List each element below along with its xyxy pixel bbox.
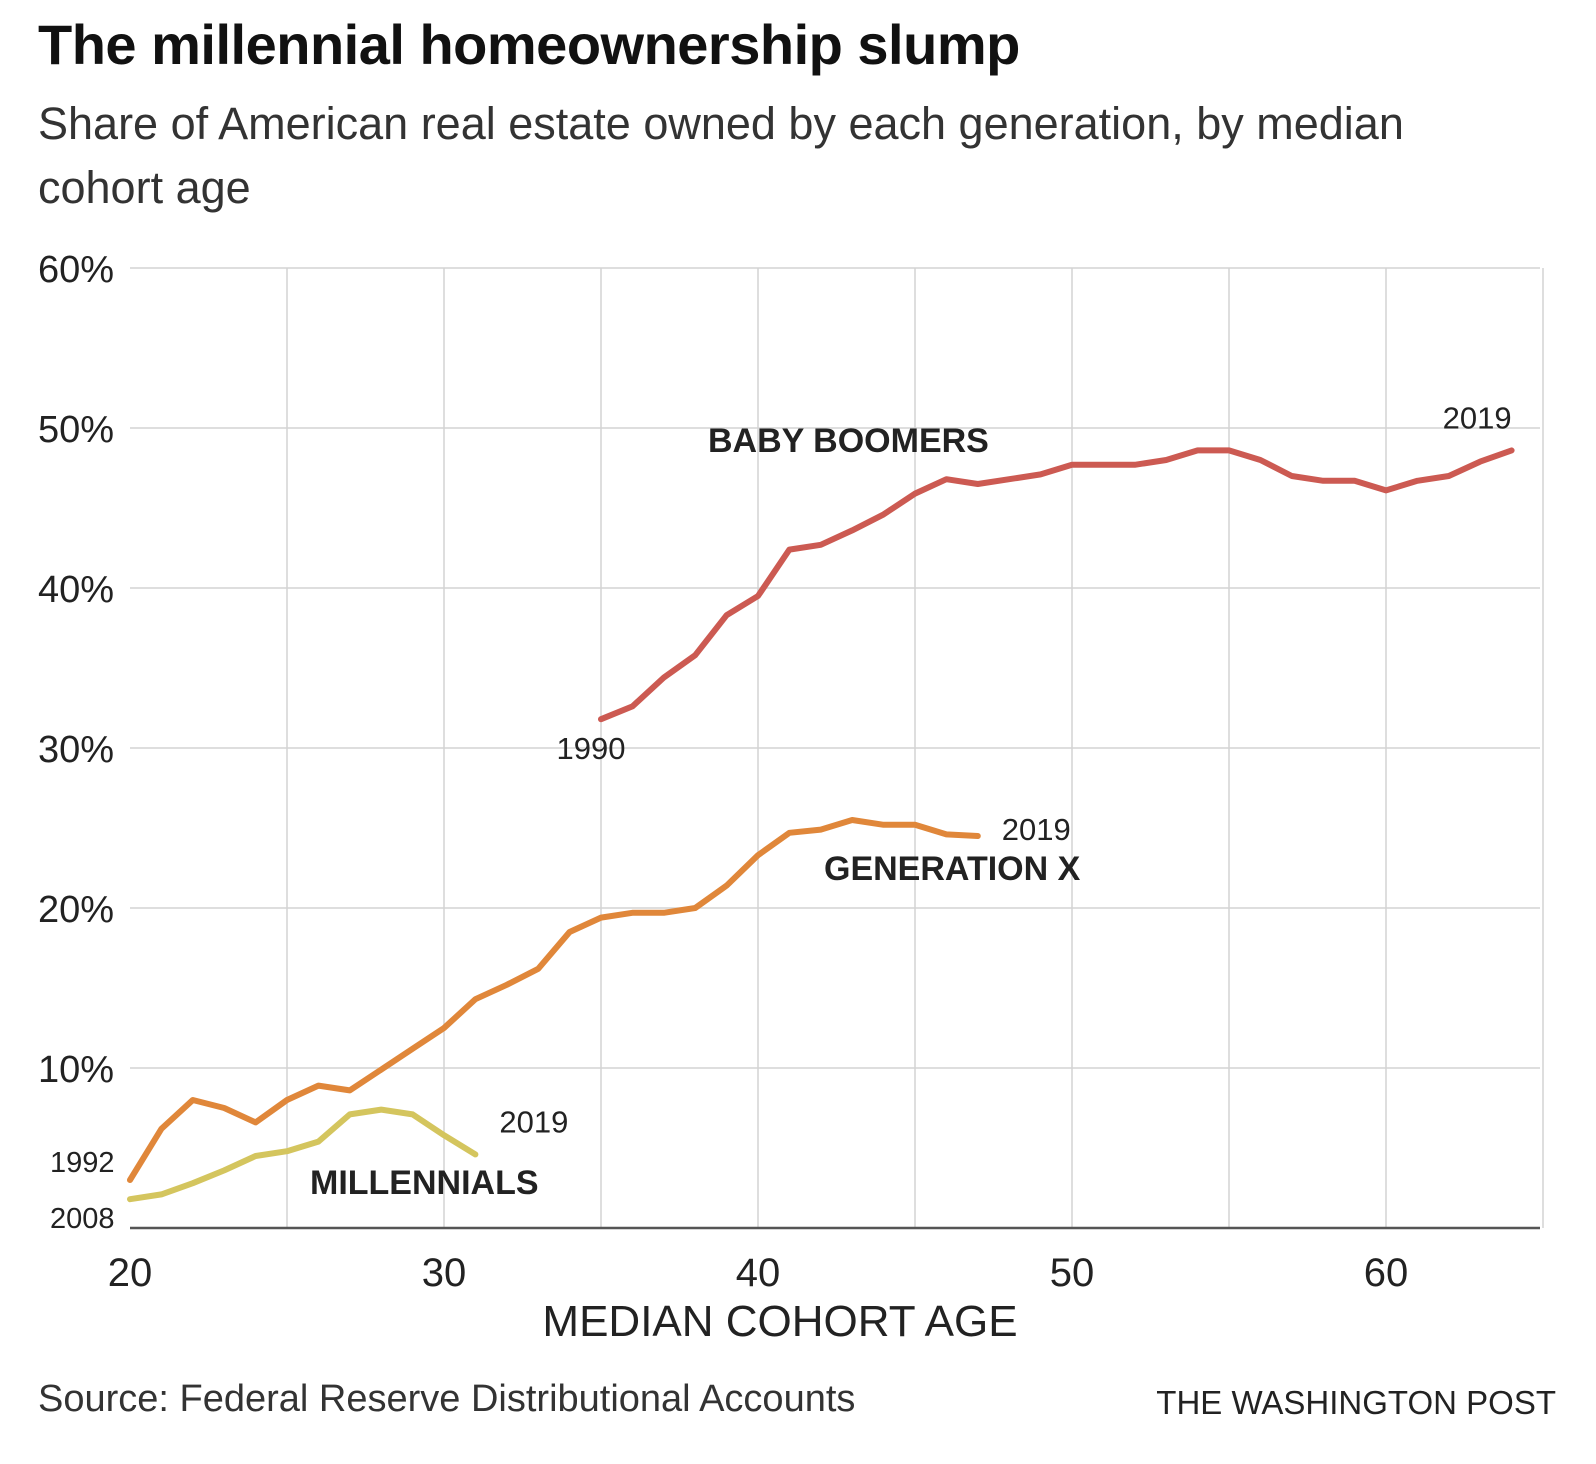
series-start-year-generation-x: 1992 xyxy=(50,1147,115,1179)
x-tick-label: 20 xyxy=(108,1251,153,1295)
x-tick-label: 50 xyxy=(1050,1251,1095,1295)
x-tick-label: 60 xyxy=(1364,1251,1409,1295)
series-end-year-generation-x: 2019 xyxy=(1002,812,1071,847)
series-end-year-millennials: 2019 xyxy=(499,1104,568,1139)
y-tick-label: 50% xyxy=(38,409,114,451)
publisher-credit: THE WASHINGTON POST xyxy=(1156,1384,1556,1421)
chart-series xyxy=(127,447,1515,1203)
chart-subtitle: Share of American real estate owned by e… xyxy=(38,98,1404,213)
source-note: Source: Federal Reserve Distributional A… xyxy=(38,1378,856,1420)
x-axis-title: MEDIAN COHORT AGE xyxy=(542,1297,1017,1346)
series-label-generation-x: GENERATION X xyxy=(824,850,1081,888)
series-label-millennials: MILLENNIALS xyxy=(310,1164,539,1202)
y-tick-label: 40% xyxy=(38,569,114,611)
y-tick-label: 10% xyxy=(38,1049,114,1091)
series-line-baby-boomers xyxy=(598,447,1515,723)
series-end-year-baby-boomers: 2019 xyxy=(1443,400,1512,435)
series-label-baby-boomers: BABY BOOMERS xyxy=(708,422,989,460)
x-tick-label: 40 xyxy=(736,1251,781,1295)
chart-title: The millennial homeownership slump xyxy=(38,13,1020,76)
x-tick-label: 30 xyxy=(422,1251,467,1295)
series-start-year-millennials: 2008 xyxy=(50,1203,115,1235)
series-start-year-baby-boomers: 1990 xyxy=(557,731,626,766)
series-line-millennials xyxy=(127,1106,479,1203)
y-tick-label: 30% xyxy=(38,729,114,771)
chart-axes: 10% 20% 30% 40% 50% 60% 20 30 40 50 60 MEDIAN COHOR… xyxy=(38,249,1540,1346)
series-line-generation-x xyxy=(127,817,981,1183)
y-tick-label: 20% xyxy=(38,889,114,931)
y-tick-label: 60% xyxy=(38,249,114,291)
chart-grid xyxy=(130,267,1544,1228)
